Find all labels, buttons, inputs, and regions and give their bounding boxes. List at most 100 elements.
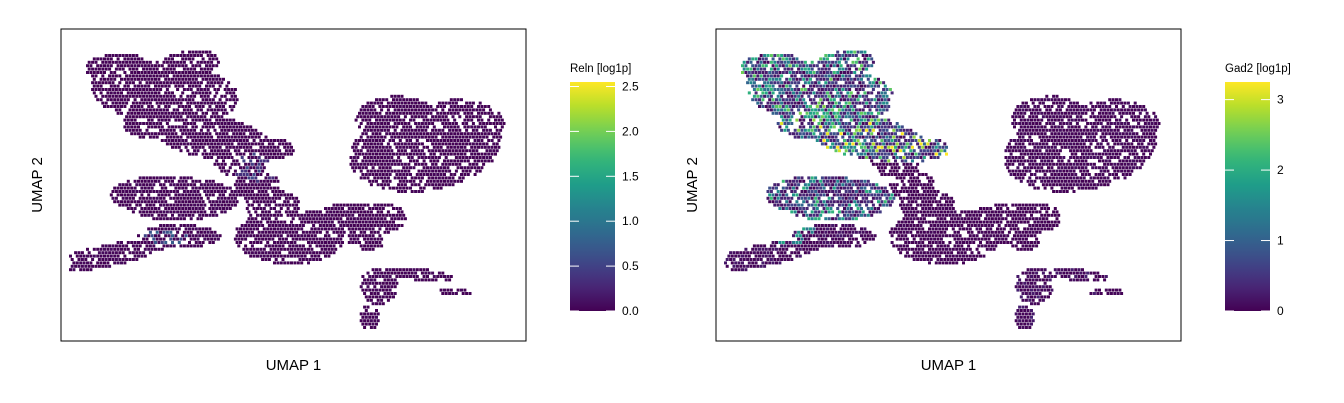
umap-point — [176, 183, 180, 187]
umap-point — [475, 135, 479, 139]
umap-point — [381, 179, 385, 183]
umap-point — [206, 101, 210, 105]
umap-point — [205, 186, 208, 190]
umap-point — [441, 128, 445, 132]
umap-point — [242, 186, 246, 190]
umap-point — [880, 98, 884, 102]
umap-point — [184, 213, 188, 217]
umap-point — [924, 145, 928, 149]
umap-point — [131, 210, 135, 214]
umap-point — [1019, 111, 1023, 115]
umap-point — [116, 200, 120, 204]
umap-point — [349, 230, 353, 234]
umap-point — [189, 67, 193, 71]
umap-point — [186, 244, 190, 248]
umap-point — [329, 217, 333, 221]
umap-point — [1069, 162, 1073, 166]
umap-point — [213, 54, 217, 57]
umap-point — [475, 128, 479, 132]
umap-point — [412, 132, 416, 136]
umap-point — [194, 71, 198, 74]
umap-point — [860, 84, 863, 88]
umap-point — [400, 101, 404, 105]
umap-point — [766, 60, 770, 64]
umap-point — [894, 152, 897, 156]
umap-point — [286, 234, 290, 238]
umap-point — [865, 115, 869, 119]
umap-point — [184, 193, 188, 197]
umap-point — [1004, 162, 1008, 166]
umap-point — [916, 156, 920, 159]
umap-point — [388, 268, 392, 272]
umap-point — [266, 179, 270, 183]
umap-point — [741, 64, 744, 68]
umap-point — [249, 254, 253, 258]
umap-point — [211, 64, 215, 68]
umap-point — [848, 88, 852, 91]
umap-point — [375, 118, 378, 122]
umap-point — [154, 98, 157, 102]
umap-point — [480, 166, 484, 170]
umap-point — [1128, 152, 1132, 156]
umap-point — [222, 200, 225, 204]
umap-point — [186, 108, 190, 112]
umap-point — [228, 200, 232, 204]
umap-point — [485, 142, 489, 146]
umap-point — [1086, 149, 1090, 153]
umap-point — [92, 84, 96, 88]
umap-point — [150, 207, 154, 210]
umap-point — [386, 149, 390, 153]
umap-point — [468, 292, 472, 295]
umap-point — [868, 135, 872, 139]
umap-point — [108, 94, 112, 98]
umap-point — [1126, 108, 1130, 112]
umap-point — [1050, 118, 1054, 122]
umap-point — [1086, 156, 1090, 159]
umap-point — [191, 64, 195, 68]
umap-point — [790, 101, 794, 105]
umap-point — [128, 203, 132, 207]
umap-point — [829, 91, 833, 95]
umap-point — [449, 145, 453, 149]
umap-point — [407, 108, 411, 112]
umap-point — [177, 77, 181, 81]
umap-point — [118, 67, 122, 71]
umap-point — [781, 118, 785, 122]
umap-point — [802, 84, 806, 88]
umap-point — [162, 196, 166, 200]
umap-point — [235, 227, 239, 231]
umap-point — [420, 190, 424, 193]
umap-point — [147, 200, 151, 204]
umap-point — [866, 145, 870, 149]
umap-point — [118, 190, 122, 193]
umap-point — [369, 135, 373, 139]
umap-point — [849, 50, 853, 54]
umap-point — [179, 210, 183, 214]
umap-point — [454, 149, 458, 153]
umap-point — [228, 152, 232, 156]
umap-point — [477, 145, 480, 149]
umap-point — [1094, 139, 1098, 142]
umap-point — [145, 244, 149, 248]
umap-point — [385, 281, 389, 285]
umap-point — [147, 241, 151, 244]
umap-point — [1055, 162, 1059, 166]
umap-point — [771, 57, 775, 61]
umap-point — [373, 224, 377, 227]
umap-point — [904, 139, 908, 142]
umap-point — [380, 162, 384, 166]
umap-point — [165, 217, 169, 221]
umap-point — [895, 162, 899, 166]
umap-point — [875, 81, 879, 85]
umap-point — [829, 77, 833, 81]
umap-point — [477, 111, 480, 115]
umap-point — [388, 275, 392, 278]
umap-point — [475, 115, 479, 119]
umap-point — [307, 241, 310, 244]
umap-point — [1101, 139, 1105, 142]
umap-point — [1084, 118, 1088, 122]
umap-point — [909, 162, 913, 166]
umap-point — [444, 278, 448, 282]
umap-point — [147, 64, 151, 68]
umap-point — [189, 244, 193, 248]
